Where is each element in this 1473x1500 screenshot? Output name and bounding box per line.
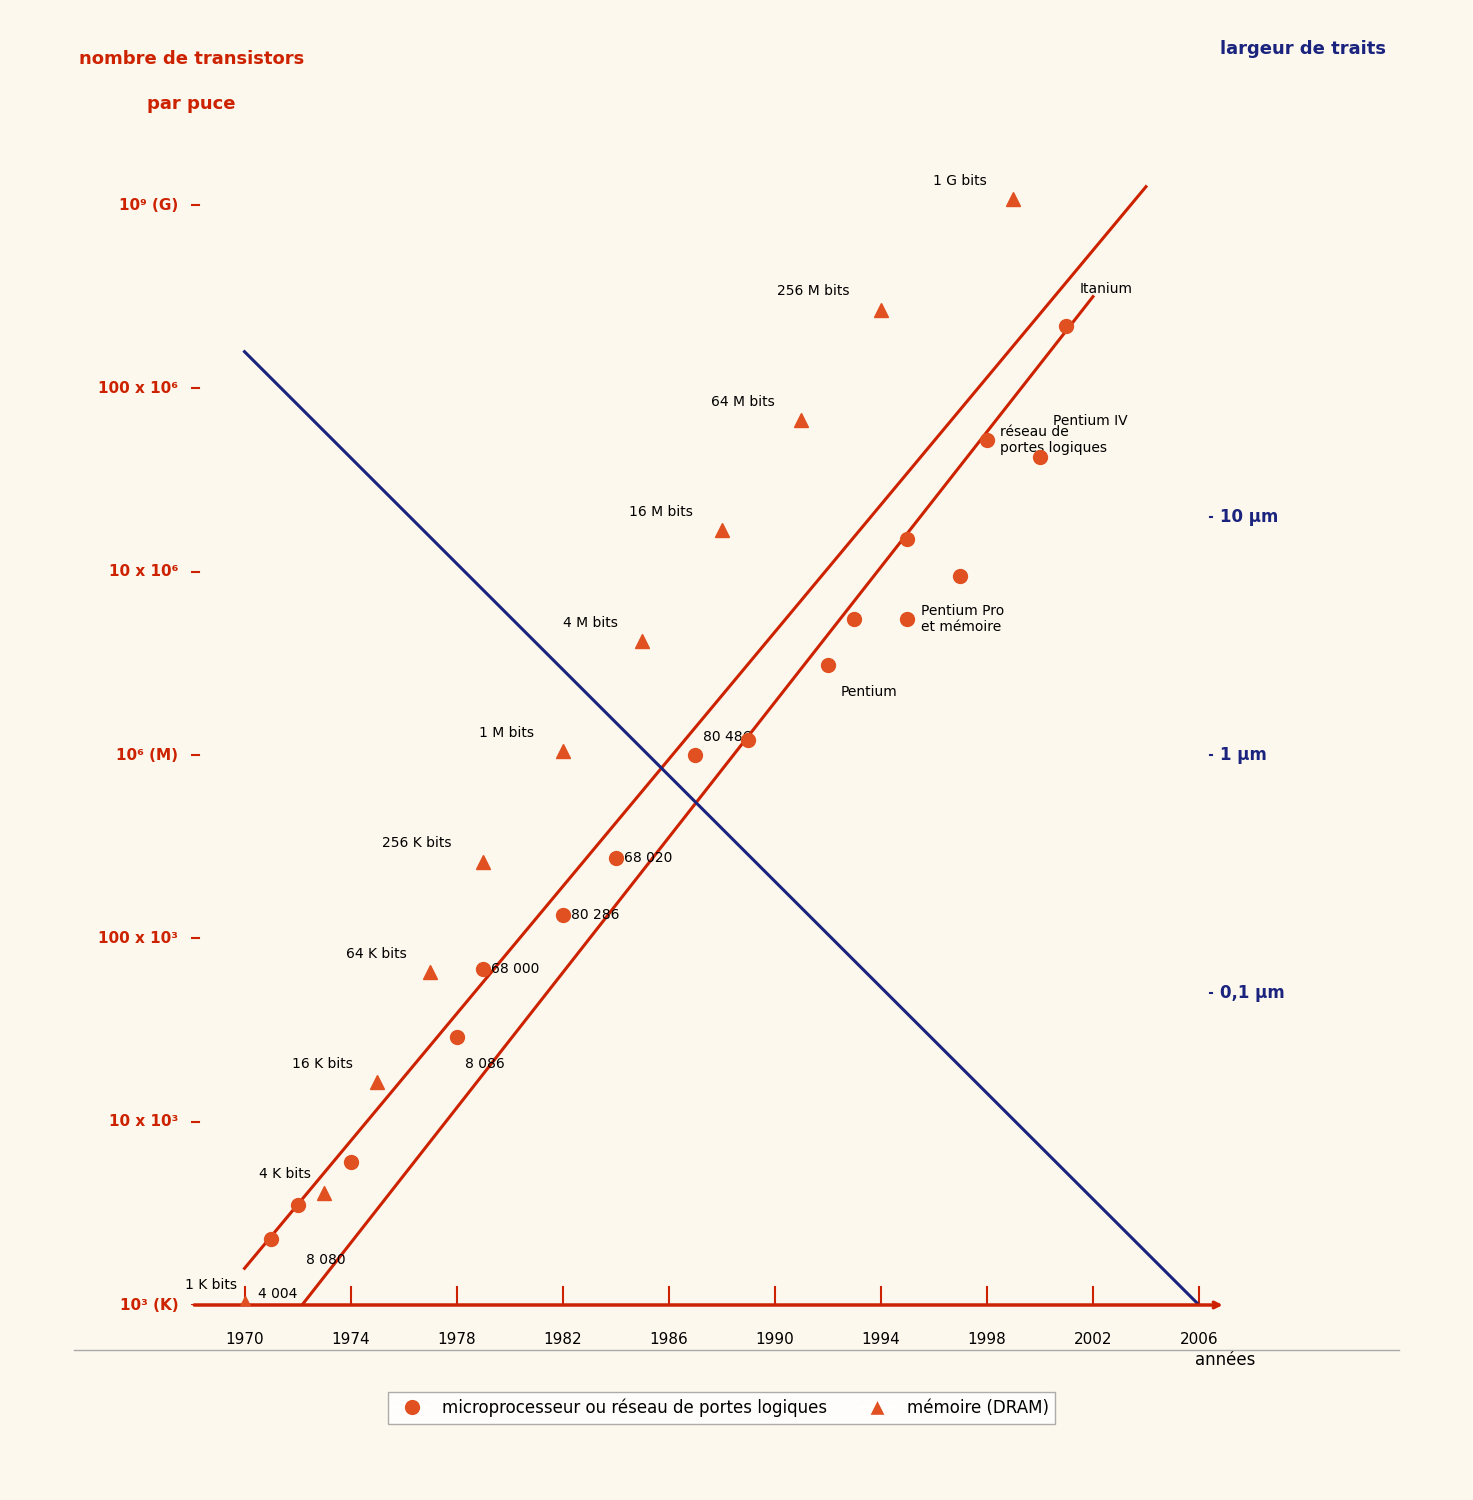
Text: 1970: 1970 (225, 1332, 264, 1347)
Text: Pentium Pro
et mémoire: Pentium Pro et mémoire (921, 604, 1005, 634)
Text: 16 K bits: 16 K bits (292, 1058, 354, 1071)
Text: nombre de transistors: nombre de transistors (80, 50, 303, 68)
Text: 1990: 1990 (756, 1332, 794, 1347)
Text: années: années (1196, 1352, 1255, 1370)
Text: par puce: par puce (147, 96, 236, 114)
Text: largeur de traits: largeur de traits (1220, 40, 1386, 58)
Text: 256 M bits: 256 M bits (776, 285, 848, 298)
Text: 4 004: 4 004 (258, 1287, 298, 1300)
Text: 1 μm: 1 μm (1220, 746, 1267, 764)
Text: 1986: 1986 (650, 1332, 688, 1347)
Text: 1 K bits: 1 K bits (184, 1278, 237, 1292)
Text: 100 x 10³: 100 x 10³ (99, 932, 178, 946)
Text: réseau de
portes logiques: réseau de portes logiques (1000, 426, 1108, 456)
Text: 1994: 1994 (862, 1332, 900, 1347)
Text: 1982: 1982 (544, 1332, 582, 1347)
Text: 1 G bits: 1 G bits (934, 174, 987, 188)
Text: 64 M bits: 64 M bits (711, 394, 775, 410)
Text: 68 020: 68 020 (623, 850, 672, 865)
Text: 4 K bits: 4 K bits (259, 1167, 311, 1182)
Text: 4 M bits: 4 M bits (564, 615, 619, 630)
Text: 256 K bits: 256 K bits (382, 837, 451, 850)
Text: 10³ (K): 10³ (K) (119, 1298, 178, 1312)
Text: Itanium: Itanium (1080, 282, 1133, 296)
Text: 1978: 1978 (437, 1332, 476, 1347)
Text: 10 x 10⁶: 10 x 10⁶ (109, 564, 178, 579)
Text: 10 x 10³: 10 x 10³ (109, 1114, 178, 1130)
Text: 100 x 10⁶: 100 x 10⁶ (99, 381, 178, 396)
Text: 1 M bits: 1 M bits (479, 726, 533, 740)
Text: 2006: 2006 (1180, 1332, 1218, 1347)
Text: 10⁹ (G): 10⁹ (G) (119, 198, 178, 213)
Text: Pentium IV: Pentium IV (1053, 414, 1128, 428)
Text: 64 K bits: 64 K bits (346, 946, 407, 960)
Text: 80 486: 80 486 (703, 729, 751, 744)
Text: 10⁶ (M): 10⁶ (M) (116, 747, 178, 762)
Text: 1974: 1974 (331, 1332, 370, 1347)
Text: 2002: 2002 (1074, 1332, 1112, 1347)
Text: 8 086: 8 086 (464, 1058, 504, 1071)
Text: 8 080: 8 080 (305, 1254, 345, 1268)
Text: 1998: 1998 (968, 1332, 1006, 1347)
Text: 80 286: 80 286 (570, 908, 619, 922)
Text: 0,1 μm: 0,1 μm (1220, 984, 1284, 1002)
Text: Pentium: Pentium (841, 686, 899, 699)
Text: 10 μm: 10 μm (1220, 507, 1279, 525)
Legend: microprocesseur ou réseau de portes logiques, mémoire (DRAM): microprocesseur ou réseau de portes logi… (389, 1392, 1055, 1423)
Text: 16 M bits: 16 M bits (629, 506, 692, 519)
Text: 68 000: 68 000 (491, 962, 539, 976)
